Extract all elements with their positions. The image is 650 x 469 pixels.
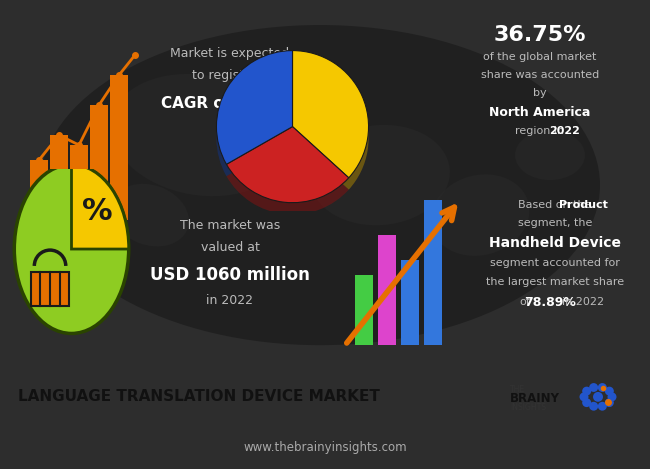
- FancyBboxPatch shape: [50, 135, 68, 220]
- Text: in 2022: in 2022: [207, 294, 254, 307]
- Text: share was accounted: share was accounted: [481, 70, 599, 80]
- Wedge shape: [292, 62, 369, 189]
- FancyBboxPatch shape: [90, 105, 108, 220]
- Circle shape: [580, 393, 588, 401]
- Text: region in: region in: [515, 126, 565, 136]
- Wedge shape: [216, 62, 292, 176]
- FancyBboxPatch shape: [31, 272, 69, 306]
- Circle shape: [593, 392, 603, 402]
- Text: valued at: valued at: [201, 241, 259, 254]
- Text: Market is expected: Market is expected: [170, 46, 289, 60]
- Wedge shape: [226, 138, 349, 214]
- Text: of: of: [519, 297, 530, 307]
- Circle shape: [598, 383, 607, 392]
- Text: segment accounted for: segment accounted for: [490, 258, 620, 268]
- Text: by: by: [533, 88, 547, 98]
- Text: the largest market share: the largest market share: [486, 277, 624, 287]
- Text: The market was: The market was: [180, 219, 280, 232]
- Text: Product: Product: [558, 200, 608, 210]
- Circle shape: [14, 165, 129, 333]
- FancyBboxPatch shape: [378, 235, 396, 345]
- Wedge shape: [216, 51, 292, 164]
- Text: to register a: to register a: [192, 68, 268, 82]
- Text: www.thebrainyinsights.com: www.thebrainyinsights.com: [243, 441, 407, 454]
- Wedge shape: [292, 51, 369, 178]
- Circle shape: [582, 398, 591, 407]
- FancyBboxPatch shape: [424, 200, 442, 345]
- Circle shape: [605, 398, 614, 407]
- Circle shape: [589, 383, 598, 392]
- Text: INSIGHTS: INSIGHTS: [510, 403, 546, 412]
- Text: CAGR of 10.45%: CAGR of 10.45%: [161, 96, 299, 111]
- Circle shape: [582, 386, 591, 395]
- Text: Based on the: Based on the: [518, 200, 592, 210]
- Text: 78.89%: 78.89%: [524, 295, 576, 309]
- Ellipse shape: [515, 130, 585, 180]
- Wedge shape: [226, 127, 349, 203]
- Circle shape: [589, 402, 598, 411]
- FancyBboxPatch shape: [70, 145, 88, 220]
- Text: USD 1060 million: USD 1060 million: [150, 266, 310, 284]
- Ellipse shape: [111, 74, 289, 196]
- Text: %: %: [82, 197, 112, 226]
- Text: segment, the: segment, the: [518, 218, 592, 228]
- Circle shape: [608, 393, 616, 401]
- FancyBboxPatch shape: [355, 275, 373, 345]
- FancyBboxPatch shape: [30, 160, 48, 220]
- Ellipse shape: [40, 25, 600, 345]
- Ellipse shape: [310, 125, 450, 225]
- Circle shape: [605, 386, 614, 395]
- Text: North America: North America: [489, 106, 591, 119]
- FancyBboxPatch shape: [110, 75, 128, 220]
- Text: BRAINY: BRAINY: [510, 393, 560, 405]
- Ellipse shape: [430, 174, 529, 256]
- FancyBboxPatch shape: [401, 260, 419, 345]
- Ellipse shape: [111, 184, 189, 247]
- Text: THE: THE: [510, 386, 525, 394]
- Circle shape: [598, 402, 607, 411]
- Text: of the global market: of the global market: [484, 52, 597, 62]
- Text: Handheld Device: Handheld Device: [489, 236, 621, 250]
- Text: 2022: 2022: [549, 126, 580, 136]
- Wedge shape: [72, 165, 129, 249]
- Text: 36.75%: 36.75%: [494, 25, 586, 45]
- Text: LANGUAGE TRANSLATION DEVICE MARKET: LANGUAGE TRANSLATION DEVICE MARKET: [18, 389, 380, 404]
- Text: in 2022: in 2022: [562, 297, 604, 307]
